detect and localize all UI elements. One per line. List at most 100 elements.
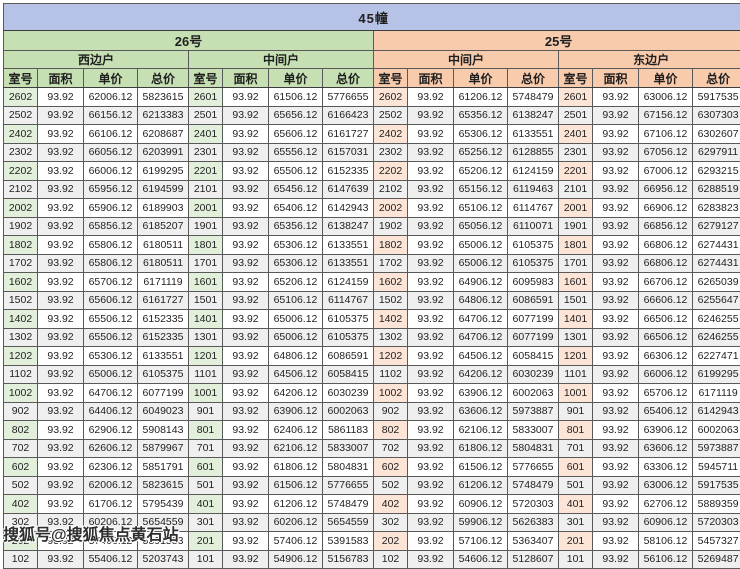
cell-unit-price: 65556.12	[269, 143, 323, 162]
cell-room: 1802	[374, 236, 408, 255]
cell-room: 1001	[189, 384, 223, 403]
cell-unit-price: 65506.12	[84, 310, 138, 329]
cell-area: 93.92	[223, 402, 269, 421]
unit-type-row: 西边户 中间户 中间户 东边户	[4, 51, 740, 69]
cell-total-price: 5861183	[323, 421, 374, 440]
cell-area: 93.92	[223, 236, 269, 255]
cell-unit-price: 66806.12	[639, 254, 693, 273]
cell-room: 902	[4, 402, 38, 421]
cell-total-price: 5128607	[508, 550, 559, 569]
cell-unit-price: 61506.12	[454, 458, 508, 477]
cell-total-price: 6203991	[138, 143, 189, 162]
cell-area: 93.92	[408, 88, 454, 107]
cell-total-price: 6095983	[508, 273, 559, 292]
cell-area: 93.92	[593, 532, 639, 551]
cell-room: 1202	[374, 347, 408, 366]
section-header-building-25: 25号	[374, 31, 740, 51]
cell-room: 1201	[189, 347, 223, 366]
cell-total-price: 6086591	[508, 291, 559, 310]
cell-room: 2502	[4, 106, 38, 125]
cell-room: 702	[4, 439, 38, 458]
cell-total-price: 6105375	[508, 236, 559, 255]
cell-area: 93.92	[38, 495, 84, 514]
cell-unit-price: 64506.12	[269, 365, 323, 384]
cell-area: 93.92	[38, 273, 84, 292]
cell-room: 1002	[4, 384, 38, 403]
cell-area: 93.92	[38, 125, 84, 144]
cell-room: 602	[374, 458, 408, 477]
cell-area: 93.92	[38, 550, 84, 569]
cell-room: 1601	[559, 273, 593, 292]
col-header-area: 面积	[593, 69, 639, 88]
cell-total-price: 6180511	[138, 236, 189, 255]
cell-room: 2101	[189, 180, 223, 199]
col-header-total-price: 总价	[138, 69, 189, 88]
cell-total-price: 5654559	[323, 513, 374, 532]
cell-area: 93.92	[38, 310, 84, 329]
cell-unit-price: 65656.12	[269, 106, 323, 125]
cell-total-price: 6077199	[508, 328, 559, 347]
cell-total-price: 6086591	[323, 347, 374, 366]
cell-unit-price: 63606.12	[454, 402, 508, 421]
cell-unit-price: 64806.12	[454, 291, 508, 310]
cell-total-price: 5626383	[508, 513, 559, 532]
cell-unit-price: 67106.12	[639, 125, 693, 144]
cell-room: 2202	[4, 162, 38, 181]
col-header-area: 面积	[38, 69, 84, 88]
cell-area: 93.92	[593, 106, 639, 125]
cell-area: 93.92	[408, 402, 454, 421]
cell-total-price: 6152335	[138, 310, 189, 329]
cell-room: 1902	[374, 217, 408, 236]
cell-area: 93.92	[223, 550, 269, 569]
cell-total-price: 6077199	[138, 384, 189, 403]
cell-total-price: 6185207	[138, 217, 189, 236]
cell-area: 93.92	[408, 476, 454, 495]
cell-area: 93.92	[38, 106, 84, 125]
cell-unit-price: 67156.12	[639, 106, 693, 125]
cell-room: 501	[189, 476, 223, 495]
cell-total-price: 5833007	[508, 421, 559, 440]
cell-room: 1502	[4, 291, 38, 310]
cell-area: 93.92	[408, 513, 454, 532]
cell-room: 2102	[374, 180, 408, 199]
col-header-room: 室号	[189, 69, 223, 88]
title-row: 45幢	[4, 4, 740, 31]
cell-total-price: 6128855	[508, 143, 559, 162]
cell-room: 1702	[374, 254, 408, 273]
cell-room: 1301	[559, 328, 593, 347]
cell-area: 93.92	[38, 476, 84, 495]
cell-area: 93.92	[408, 273, 454, 292]
cell-area: 93.92	[223, 347, 269, 366]
cell-area: 93.92	[223, 365, 269, 384]
cell-unit-price: 67006.12	[639, 162, 693, 181]
cell-room: 502	[4, 476, 38, 495]
cell-room: 502	[374, 476, 408, 495]
col-header-unit-price: 单价	[454, 69, 508, 88]
cell-total-price: 5973887	[508, 402, 559, 421]
cell-unit-price: 65106.12	[269, 291, 323, 310]
cell-area: 93.92	[408, 199, 454, 218]
cell-total-price: 6199295	[693, 365, 740, 384]
cell-area: 93.92	[223, 143, 269, 162]
cell-total-price: 6161727	[138, 291, 189, 310]
cell-area: 93.92	[408, 180, 454, 199]
cell-area: 93.92	[38, 384, 84, 403]
cell-area: 93.92	[593, 365, 639, 384]
cell-area: 93.92	[223, 88, 269, 107]
cell-total-price: 6283823	[693, 199, 740, 218]
cell-unit-price: 65706.12	[84, 273, 138, 292]
cell-room: 802	[374, 421, 408, 440]
cell-unit-price: 66106.12	[84, 125, 138, 144]
cell-area: 93.92	[593, 199, 639, 218]
cell-room: 301	[189, 513, 223, 532]
cell-unit-price: 65356.12	[454, 106, 508, 125]
cell-total-price: 6114767	[508, 199, 559, 218]
cell-unit-price: 62706.12	[639, 495, 693, 514]
cell-room: 2102	[4, 180, 38, 199]
cell-area: 93.92	[38, 328, 84, 347]
cell-unit-price: 54906.12	[269, 550, 323, 569]
